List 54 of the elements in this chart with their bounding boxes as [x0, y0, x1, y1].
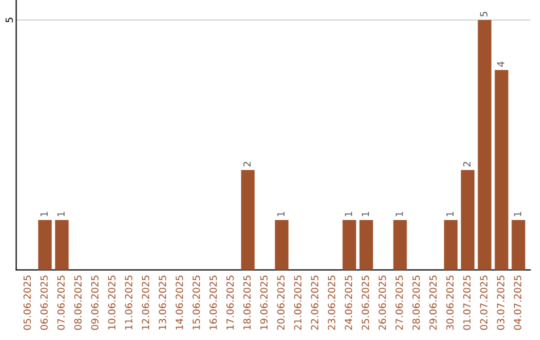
bar [359, 220, 374, 270]
x-tick-label: 20.06.2025 [277, 276, 285, 330]
bar [274, 220, 288, 270]
data-label: 1 [40, 212, 48, 216]
data-label: 1 [362, 212, 369, 216]
x-tick-label: 02.07.2025 [480, 276, 488, 330]
data-label: 2 [463, 162, 470, 166]
x-tick-label: 10.06.2025 [108, 276, 116, 330]
bar [393, 220, 407, 270]
x-tick-label: 24.06.2025 [344, 276, 352, 330]
bar [241, 170, 255, 270]
x-tick-label: 22.06.2025 [310, 276, 318, 330]
data-label: 1 [396, 212, 403, 216]
x-tick-label: 19.06.2025 [260, 276, 268, 330]
x-tick-label: 09.06.2025 [91, 276, 98, 330]
x-tick-label: 15.06.2025 [192, 276, 200, 330]
bar [342, 220, 356, 270]
x-tick-label: 28.06.2025 [412, 276, 420, 330]
x-tick-label: 06.06.2025 [40, 276, 48, 330]
bar [55, 220, 69, 270]
data-label: 1 [277, 212, 284, 216]
x-tick-label: 30.06.2025 [446, 276, 454, 330]
data-label: 1 [446, 212, 454, 216]
x-tick-label: 03.07.2025 [497, 276, 504, 330]
x-tick-label: 12.06.2025 [142, 276, 150, 330]
x-tick-label: 01.07.2025 [463, 276, 471, 330]
data-label: 1 [344, 212, 352, 216]
x-tick-label: 08.06.2025 [74, 276, 82, 330]
bar [38, 220, 52, 270]
x-tick-label: 17.06.2025 [226, 276, 234, 330]
bar [478, 20, 492, 270]
x-tick-label: 23.06.2025 [328, 276, 336, 330]
data-label: 1 [57, 212, 65, 216]
data-label: 2 [243, 162, 251, 166]
data-label: 5 [480, 12, 488, 16]
x-tick-label: 29.06.2025 [429, 276, 437, 330]
x-tick-label: 07.06.2025 [57, 276, 65, 330]
bar [494, 70, 508, 270]
data-label: 4 [497, 62, 504, 67]
x-tick-label: 18.06.2025 [243, 276, 251, 330]
data-label: 1 [514, 212, 522, 216]
x-tick-label: 25.06.2025 [362, 276, 370, 330]
x-tick-label: 21.06.2025 [294, 276, 302, 330]
bar [460, 170, 474, 270]
x-tick-label: 04.07.2025 [514, 276, 522, 330]
x-tick-label: 14.06.2025 [176, 276, 184, 330]
x-tick-label: 11.06.2025 [124, 276, 132, 330]
x-tick-label: 26.06.2025 [378, 276, 386, 330]
bar [444, 220, 458, 270]
x-tick-label: 16.06.2025 [210, 276, 217, 330]
x-tick-label: 27.06.2025 [396, 276, 403, 330]
x-tick-label: 13.06.2025 [158, 276, 166, 330]
x-tick-label: 05.06.2025 [24, 276, 31, 330]
bar [512, 220, 526, 270]
